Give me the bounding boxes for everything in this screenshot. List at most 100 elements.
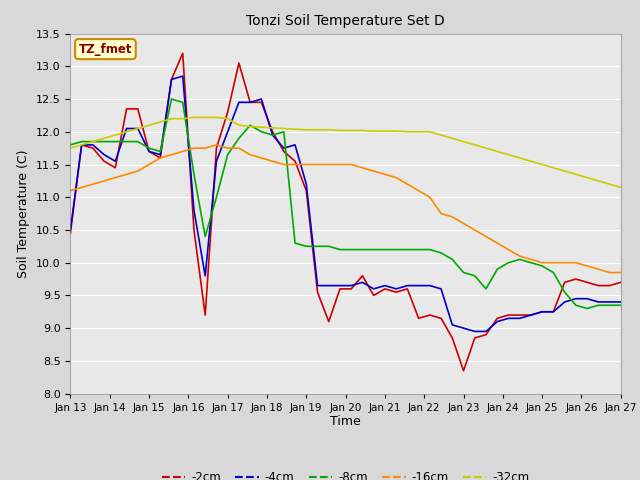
-2cm — [235, 60, 243, 66]
-2cm — [134, 106, 141, 112]
-2cm — [269, 129, 276, 135]
-4cm — [336, 283, 344, 288]
-16cm — [100, 178, 108, 184]
-8cm — [404, 247, 412, 252]
-8cm — [145, 145, 153, 151]
-4cm — [415, 283, 422, 288]
-32cm — [314, 127, 321, 132]
Line: -2cm: -2cm — [70, 53, 621, 371]
-16cm — [325, 162, 333, 168]
-16cm — [348, 162, 355, 168]
-8cm — [460, 270, 467, 276]
-8cm — [437, 250, 445, 256]
-32cm — [291, 126, 299, 132]
-2cm — [156, 155, 164, 161]
-32cm — [336, 128, 344, 133]
-2cm — [179, 50, 187, 56]
-16cm — [449, 214, 456, 220]
-16cm — [280, 162, 287, 168]
-16cm — [224, 145, 232, 151]
-2cm — [89, 145, 97, 151]
-16cm — [404, 181, 412, 187]
-8cm — [426, 247, 434, 252]
-16cm — [235, 145, 243, 151]
-16cm — [605, 270, 613, 276]
-8cm — [235, 135, 243, 141]
-2cm — [314, 289, 321, 295]
-32cm — [179, 116, 187, 121]
-4cm — [111, 158, 119, 164]
-4cm — [538, 309, 546, 315]
-8cm — [381, 247, 388, 252]
-32cm — [202, 115, 209, 120]
-4cm — [89, 142, 97, 148]
-16cm — [336, 162, 344, 168]
-2cm — [460, 368, 467, 373]
-4cm — [595, 299, 602, 305]
-2cm — [348, 286, 355, 292]
-32cm — [145, 122, 153, 128]
-32cm — [224, 116, 232, 121]
-2cm — [482, 332, 490, 337]
-32cm — [246, 124, 254, 130]
-16cm — [370, 168, 378, 174]
-8cm — [538, 263, 546, 269]
-4cm — [370, 286, 378, 292]
Line: -8cm: -8cm — [70, 99, 621, 309]
-16cm — [516, 253, 524, 259]
-8cm — [595, 302, 602, 308]
-8cm — [550, 270, 557, 276]
-8cm — [617, 302, 625, 308]
-32cm — [437, 132, 445, 138]
-2cm — [224, 109, 232, 115]
-4cm — [179, 73, 187, 79]
-16cm — [269, 158, 276, 164]
-32cm — [595, 178, 602, 184]
-8cm — [493, 266, 501, 272]
-16cm — [67, 188, 74, 193]
-32cm — [348, 128, 355, 133]
-4cm — [123, 126, 131, 132]
Title: Tonzi Soil Temperature Set D: Tonzi Soil Temperature Set D — [246, 14, 445, 28]
-4cm — [156, 152, 164, 157]
-8cm — [212, 194, 220, 200]
-8cm — [291, 240, 299, 246]
-32cm — [583, 175, 591, 180]
-16cm — [572, 260, 580, 265]
Line: -16cm: -16cm — [70, 145, 621, 273]
-16cm — [78, 184, 86, 190]
-16cm — [381, 171, 388, 177]
-4cm — [134, 126, 141, 132]
-4cm — [190, 207, 198, 213]
-4cm — [550, 309, 557, 315]
-16cm — [123, 171, 131, 177]
-32cm — [426, 129, 434, 135]
-2cm — [303, 188, 310, 193]
-8cm — [583, 306, 591, 312]
-2cm — [67, 230, 74, 236]
-4cm — [527, 312, 535, 318]
-4cm — [269, 132, 276, 138]
-8cm — [516, 256, 524, 262]
-2cm — [516, 312, 524, 318]
-32cm — [471, 142, 479, 148]
-32cm — [269, 125, 276, 131]
-4cm — [246, 99, 254, 105]
-8cm — [561, 289, 568, 295]
-16cm — [145, 162, 153, 168]
-32cm — [504, 152, 512, 157]
-4cm — [605, 299, 613, 305]
-4cm — [212, 158, 220, 164]
-8cm — [348, 247, 355, 252]
-32cm — [370, 128, 378, 134]
-16cm — [426, 194, 434, 200]
-8cm — [471, 273, 479, 279]
-8cm — [269, 132, 276, 138]
-16cm — [595, 266, 602, 272]
-16cm — [212, 142, 220, 148]
-8cm — [156, 148, 164, 154]
Line: -4cm: -4cm — [70, 76, 621, 331]
-2cm — [437, 315, 445, 321]
-16cm — [134, 168, 141, 174]
-32cm — [550, 165, 557, 171]
